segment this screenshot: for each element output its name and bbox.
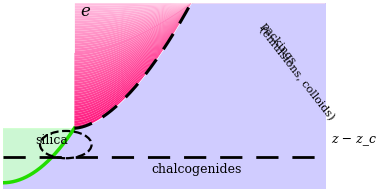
Text: chalcogenides: chalcogenides bbox=[151, 163, 241, 176]
Text: silica: silica bbox=[35, 134, 68, 147]
Text: (emulsions, colloids): (emulsions, colloids) bbox=[257, 25, 336, 122]
Text: packings: packings bbox=[259, 21, 298, 67]
Text: z − z_c: z − z_c bbox=[331, 133, 376, 146]
Text: e: e bbox=[80, 3, 90, 20]
